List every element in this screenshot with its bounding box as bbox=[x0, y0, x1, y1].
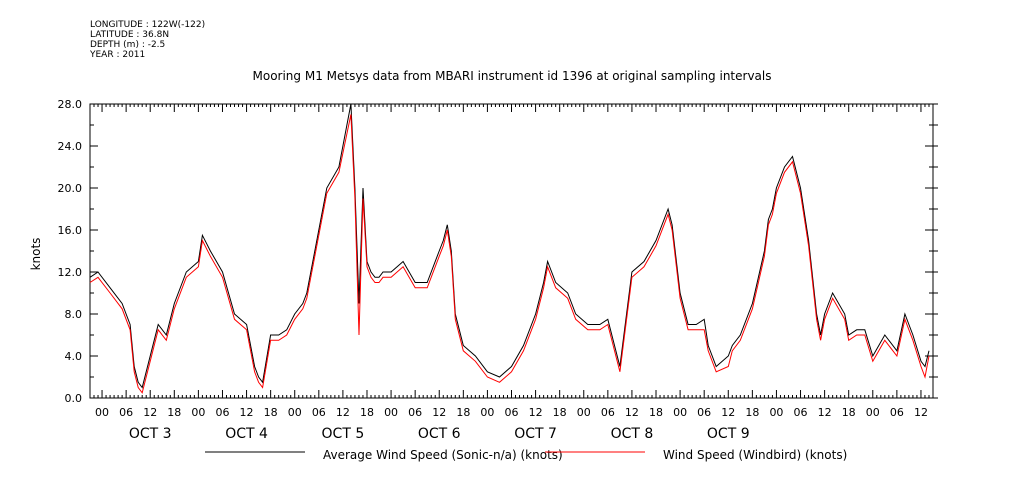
y-tick-labels: 0.0 4.0 8.0 12.0 16.0 20.0 24.0 28.0 bbox=[58, 98, 83, 405]
hour-tick-label: 18 bbox=[649, 406, 663, 419]
y-tick-label: 8.0 bbox=[65, 308, 83, 321]
hour-tick-label: 00 bbox=[866, 406, 880, 419]
y-tick-label: 16.0 bbox=[58, 224, 83, 237]
hour-tick-label: 12 bbox=[336, 406, 350, 419]
hour-tick-label: 06 bbox=[408, 406, 422, 419]
day-label: OCT 3 bbox=[129, 426, 172, 442]
hour-tick-label: 12 bbox=[529, 406, 543, 419]
hour-tick-label: 06 bbox=[890, 406, 904, 419]
day-label: OCT 9 bbox=[707, 426, 750, 442]
hour-tick-label: 06 bbox=[215, 406, 229, 419]
hour-tick-label: 12 bbox=[240, 406, 254, 419]
hour-tick-label: 06 bbox=[697, 406, 711, 419]
hour-tick-label: 00 bbox=[769, 406, 783, 419]
y-tick-label: 24.0 bbox=[58, 140, 83, 153]
metadata-block: LONGITUDE : 122W(-122) LATITUDE : 36.8N … bbox=[90, 20, 205, 60]
hour-tick-label: 18 bbox=[456, 406, 470, 419]
hour-tick-label: 12 bbox=[914, 406, 928, 419]
y-tick-label: 20.0 bbox=[58, 182, 83, 195]
hour-tick-label: 00 bbox=[288, 406, 302, 419]
series-line-1 bbox=[89, 114, 930, 394]
hour-tick-label: 18 bbox=[167, 406, 181, 419]
plot-frame bbox=[89, 103, 934, 399]
hour-tick-label: 00 bbox=[577, 406, 591, 419]
hour-tick-label: 06 bbox=[505, 406, 519, 419]
year-label: YEAR : 2011 bbox=[90, 50, 146, 60]
day-label: OCT 7 bbox=[514, 426, 557, 442]
y-tick-label: 28.0 bbox=[58, 98, 83, 111]
hour-tick-label: 00 bbox=[384, 406, 398, 419]
hour-tick-label: 18 bbox=[360, 406, 374, 419]
hour-tick-label: 00 bbox=[191, 406, 205, 419]
day-label: OCT 4 bbox=[225, 426, 268, 442]
hour-tick-label: 00 bbox=[480, 406, 494, 419]
longitude-label: LONGITUDE : 122W(-122) bbox=[90, 20, 206, 30]
hour-tick-label: 12 bbox=[818, 406, 832, 419]
day-label: OCT 8 bbox=[611, 426, 654, 442]
y-axis-label: knots bbox=[29, 238, 43, 271]
hour-tick-label: 18 bbox=[745, 406, 759, 419]
hour-tick-label: 12 bbox=[432, 406, 446, 419]
hour-tick-label: 00 bbox=[673, 406, 687, 419]
chart-title: Mooring M1 Metsys data from MBARI instru… bbox=[253, 69, 772, 83]
hour-tick-label: 06 bbox=[601, 406, 615, 419]
day-label: OCT 5 bbox=[322, 426, 365, 442]
series-line-0 bbox=[89, 103, 930, 389]
legend: Average Wind Speed (Sonic-n/a) (knots) Wi… bbox=[205, 448, 847, 462]
y-tick-label: 4.0 bbox=[65, 350, 83, 363]
hour-tick-label: 12 bbox=[625, 406, 639, 419]
hour-tick-label: 06 bbox=[119, 406, 133, 419]
hour-tick-label: 06 bbox=[312, 406, 326, 419]
legend-label: Wind Speed (Windbird) (knots) bbox=[663, 448, 847, 462]
y-tick-label: 0.0 bbox=[65, 392, 83, 405]
hour-tick-label: 18 bbox=[553, 406, 567, 419]
legend-label: Average Wind Speed (Sonic-n/a) (knots) bbox=[323, 448, 563, 462]
hour-tick-label: 06 bbox=[794, 406, 808, 419]
hour-tick-label: 12 bbox=[721, 406, 735, 419]
x-tick-labels: 00 06 12 18 00 06 12 18 00 06 12 18 00 06 12 18 00 06 12 18… bbox=[95, 406, 928, 442]
hour-tick-label: 18 bbox=[264, 406, 278, 419]
series-lines bbox=[89, 103, 930, 394]
hour-tick-label: 12 bbox=[143, 406, 157, 419]
hour-tick-label: 00 bbox=[95, 406, 109, 419]
latitude-label: LATITUDE : 36.8N bbox=[90, 30, 170, 40]
y-tick-label: 12.0 bbox=[58, 266, 83, 279]
hour-tick-label: 18 bbox=[842, 406, 856, 419]
axis-ticks bbox=[89, 103, 938, 399]
day-label: OCT 6 bbox=[418, 426, 461, 442]
depth-label: DEPTH (m) : -2.5 bbox=[90, 40, 166, 50]
